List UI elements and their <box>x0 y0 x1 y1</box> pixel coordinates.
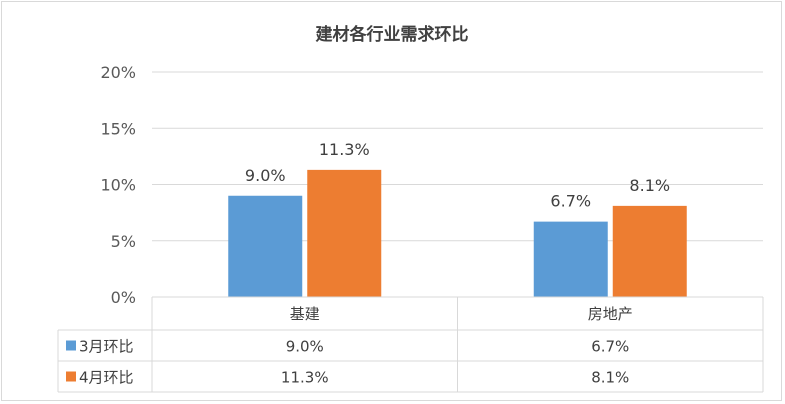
data-label: 8.1% <box>629 176 670 195</box>
y-tick-label: 0% <box>111 288 136 307</box>
legend-swatch-0 <box>66 340 76 351</box>
y-tick-label: 10% <box>100 176 136 195</box>
y-tick-label: 5% <box>111 232 136 251</box>
table-cell: 9.0% <box>286 338 324 356</box>
bar-april-0 <box>307 169 382 297</box>
chart-title: 建材各行业需求环比 <box>316 24 469 45</box>
table-cell: 11.3% <box>281 369 329 387</box>
bar-april-1 <box>612 205 687 297</box>
table-cell: 8.1% <box>591 369 629 387</box>
y-tick-label: 20% <box>100 63 136 82</box>
data-label: 11.3% <box>319 140 370 159</box>
legend-swatch-1 <box>66 371 76 382</box>
data-label: 9.0% <box>245 166 286 185</box>
table-cell: 6.7% <box>591 338 629 356</box>
category-label: 房地产 <box>588 305 633 323</box>
category-label: 基建 <box>290 305 320 323</box>
bar-march-1 <box>533 221 608 297</box>
bar-march-0 <box>228 195 303 297</box>
legend-label: 3月环比 <box>79 338 134 356</box>
data-label: 6.7% <box>550 192 591 211</box>
y-tick-label: 15% <box>100 119 136 138</box>
legend-label: 4月环比 <box>79 369 134 387</box>
